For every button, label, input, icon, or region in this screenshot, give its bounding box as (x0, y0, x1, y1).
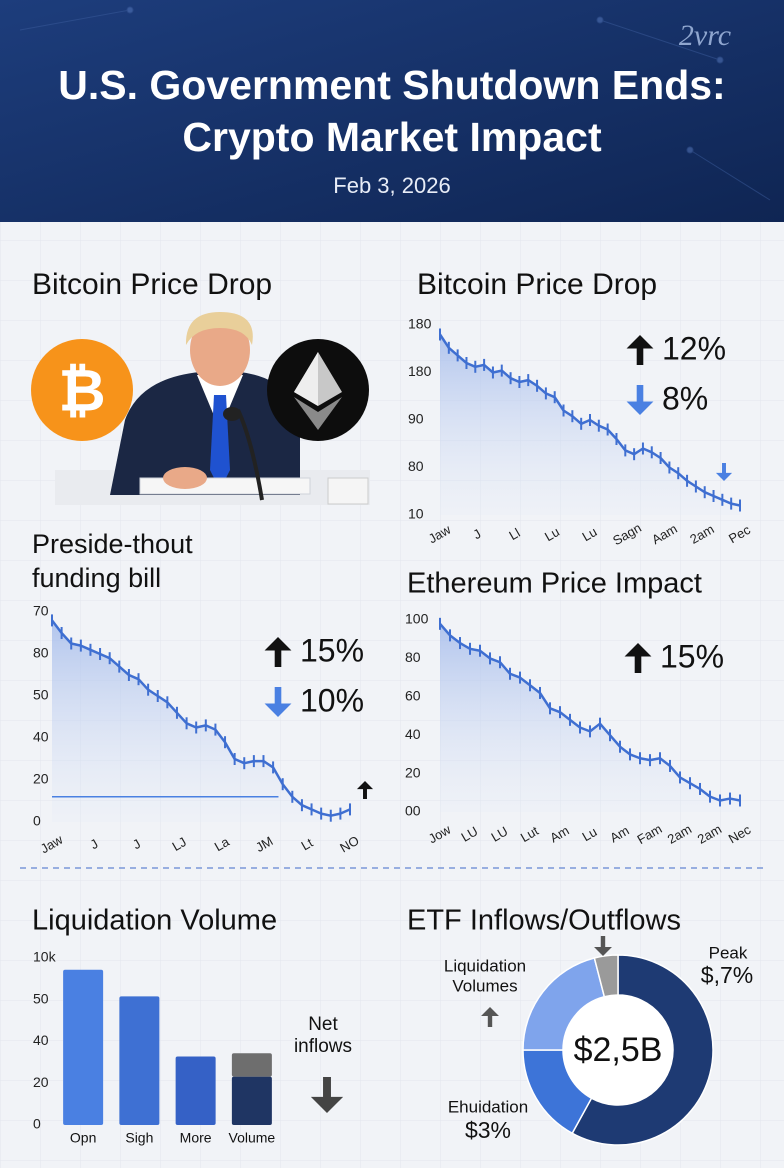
y-axis-label: 100 (405, 611, 429, 627)
annotation: 12% (662, 330, 726, 366)
chart-title: Liquidation Volume (32, 905, 277, 937)
y-axis-label: 50 (33, 687, 49, 703)
marker-arrow (715, 463, 733, 481)
title: Crypto Market Impact (182, 114, 602, 160)
donut-annotation: Peak (709, 943, 748, 962)
y-axis-label: 180 (408, 363, 432, 379)
annotation-arrow (264, 637, 292, 667)
photo (31, 312, 370, 505)
side-arrow (310, 1077, 344, 1113)
date: Feb 3, 2026 (333, 173, 450, 198)
price-line (51, 619, 351, 817)
donut-annotation: Ehuidation (448, 1097, 528, 1116)
y-axis-label: 40 (405, 726, 421, 742)
y-axis-label: 10k (33, 949, 57, 965)
annotation-arrow (264, 687, 292, 717)
y-axis-label: 0 (33, 1116, 41, 1132)
x-axis-label: Lu (542, 524, 562, 544)
y-axis-label: 0 (33, 813, 41, 829)
donut-annotation: $3% (465, 1117, 511, 1143)
area (440, 623, 740, 812)
y-axis-label: 80 (33, 645, 49, 661)
chart-title: funding bill (32, 563, 161, 593)
donut-annotation: Liquidation (444, 956, 526, 975)
y-axis-label: 180 (408, 316, 432, 332)
annotation: 15% (300, 632, 364, 668)
y-axis-label: 40 (33, 729, 49, 745)
annotation: 10% (300, 682, 364, 718)
x-axis-label: Opn (70, 1130, 96, 1146)
bitcoin-icon: ₿ (58, 358, 105, 423)
x-axis-label: LU (459, 823, 481, 844)
chart-title: Preside-thout (32, 529, 193, 559)
x-axis-label: More (180, 1130, 212, 1146)
y-axis-label: 90 (408, 411, 424, 427)
pointer-arrow (481, 1007, 499, 1027)
y-axis-label: 00 (405, 803, 421, 819)
x-axis-label: LU (489, 823, 511, 844)
area (52, 620, 350, 822)
x-axis-label: Lu (579, 824, 599, 844)
y-axis-label: 70 (33, 603, 49, 619)
annotation-arrow (626, 385, 654, 415)
y-axis-label: 50 (33, 990, 49, 1006)
annotation: 8% (662, 380, 708, 416)
chart-title: ETF Inflows/Outflows (407, 905, 681, 937)
bar (231, 1053, 272, 1077)
annotation-arrow (624, 643, 652, 673)
donut-hole (563, 995, 673, 1105)
panel-heading: Bitcoin Price Drop (32, 268, 272, 301)
y-axis-label: 40 (33, 1032, 49, 1048)
annotation-arrow (626, 335, 654, 365)
annotation: 15% (660, 638, 724, 674)
y-axis-label: 80 (405, 649, 421, 665)
pointer-arrow (594, 936, 612, 956)
x-axis-label: LJ (169, 834, 188, 854)
chart-title: Ethereum Price Impact (407, 568, 702, 600)
bar (63, 969, 104, 1125)
marker-arrow (356, 781, 374, 799)
bar (231, 1076, 272, 1125)
bar (175, 1056, 216, 1125)
x-axis-label: Lu (579, 524, 599, 544)
header-band (0, 0, 784, 222)
y-axis-label: 60 (405, 688, 421, 704)
bar (119, 996, 160, 1125)
donut-annotation: $,7% (701, 962, 753, 988)
side-note: inflows (294, 1036, 352, 1057)
y-axis-label: 10 (408, 506, 424, 522)
x-axis-label: Volume (229, 1130, 276, 1146)
donut-annotation: Volumes (452, 976, 517, 995)
header-network (19, 6, 771, 201)
title: U.S. Government Shutdown Ends: (58, 62, 725, 108)
y-axis-label: 80 (408, 458, 424, 474)
center-label: $2,5B (574, 1031, 663, 1069)
x-axis-label: Sigh (125, 1130, 153, 1146)
y-axis-label: 20 (33, 771, 49, 787)
y-axis-label: 20 (33, 1074, 49, 1090)
chart-title: Bitcoin Price Drop (417, 268, 657, 301)
logo: 2vrc (679, 19, 731, 52)
side-note: Net (308, 1014, 338, 1035)
y-axis-label: 20 (405, 764, 421, 780)
